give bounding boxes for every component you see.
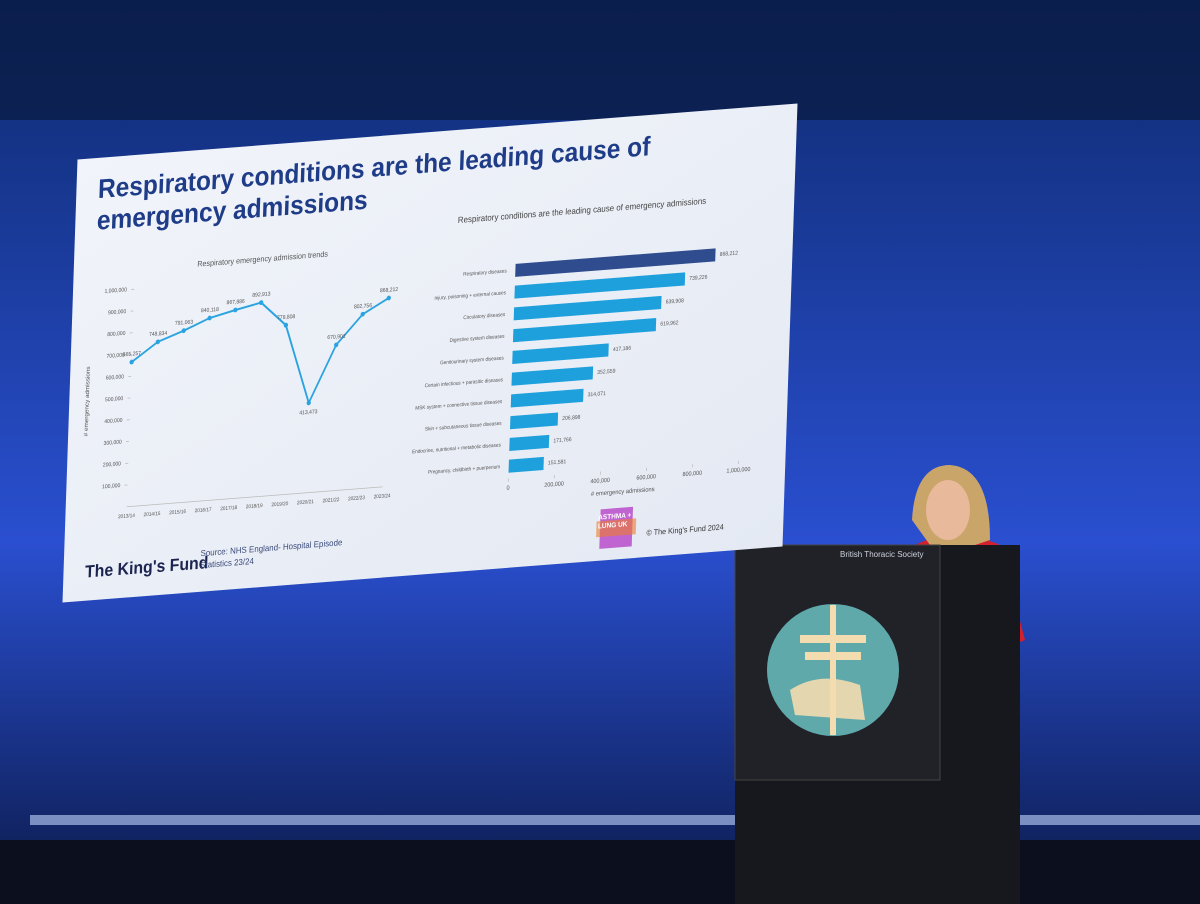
category-label: Circulatory diseases bbox=[463, 312, 506, 322]
partner-logo-mark bbox=[596, 518, 637, 538]
value-label: 779,808 bbox=[277, 314, 295, 322]
category-label: Injury, poisoning + external causes bbox=[434, 290, 506, 302]
point bbox=[360, 311, 365, 317]
partner-logo-box: ASTHMA + LUNG UK bbox=[597, 510, 632, 531]
category-label: Genitourinary system diseases bbox=[440, 355, 504, 366]
x-tick-label: 600,000 bbox=[636, 474, 656, 482]
value-label: 867,886 bbox=[226, 299, 244, 307]
x-tick-label: 2023/24 bbox=[374, 493, 391, 501]
value-label: 151,581 bbox=[548, 459, 566, 467]
y-tick-label: 500,000 bbox=[105, 396, 123, 404]
x-tick-label: 2014/15 bbox=[143, 511, 160, 519]
value-label: 791,063 bbox=[175, 319, 193, 327]
bar bbox=[510, 388, 584, 408]
value-label: 665,257 bbox=[123, 351, 141, 359]
y-tick-label: 600,000 bbox=[106, 374, 124, 382]
value-label: 802,756 bbox=[354, 303, 372, 311]
y-tick-label: 400,000 bbox=[104, 418, 122, 426]
point bbox=[334, 342, 339, 348]
bar bbox=[509, 434, 550, 451]
x-tick-label: 800,000 bbox=[682, 470, 702, 478]
slide-background bbox=[62, 103, 798, 603]
point bbox=[155, 339, 161, 345]
bar bbox=[509, 412, 559, 430]
slide: Respiratory conditions are the leading c… bbox=[62, 103, 798, 603]
bar bbox=[508, 456, 544, 473]
category-label: Respiratory diseases bbox=[463, 268, 507, 278]
x-tick-label: 2013/14 bbox=[118, 513, 135, 521]
value-label: 206,898 bbox=[562, 415, 580, 423]
point bbox=[386, 295, 391, 301]
value-label: 670,901 bbox=[327, 334, 345, 342]
value-label: 639,908 bbox=[666, 298, 684, 306]
partner-logo: ASTHMA + LUNG UK bbox=[597, 510, 632, 531]
point bbox=[258, 300, 264, 305]
x-tick-label: 2016/17 bbox=[195, 507, 212, 515]
x-tick-label: 2022/23 bbox=[348, 495, 365, 503]
value-label: 413,473 bbox=[299, 409, 317, 417]
bar bbox=[513, 295, 662, 321]
bar bbox=[512, 318, 657, 343]
x-tick-label: 1,000,000 bbox=[726, 467, 750, 475]
value-label: 417,186 bbox=[613, 345, 631, 353]
y-tick-label: 1,000,000 bbox=[104, 287, 127, 295]
point bbox=[306, 400, 311, 406]
x-tick-label: 2021/22 bbox=[322, 497, 339, 505]
y-tick-label: 300,000 bbox=[103, 439, 121, 447]
x-axis bbox=[126, 486, 383, 508]
x-tick-label: 2019/20 bbox=[271, 501, 288, 509]
y-tick-label: 800,000 bbox=[107, 331, 125, 339]
point bbox=[129, 359, 134, 365]
bar bbox=[514, 272, 686, 299]
x-tick-label: 200,000 bbox=[544, 481, 564, 489]
value-label: 739,226 bbox=[689, 274, 707, 282]
point bbox=[207, 315, 212, 321]
x-tick-label: 2017/18 bbox=[220, 505, 237, 513]
point bbox=[181, 328, 186, 334]
value-label: 868,212 bbox=[380, 287, 398, 295]
x-axis-label: # emergency admissions bbox=[591, 487, 655, 498]
bar bbox=[515, 248, 716, 277]
bar bbox=[512, 343, 609, 364]
x-tick-label: 2020/21 bbox=[297, 499, 314, 507]
stage-edge bbox=[30, 815, 1200, 825]
podium-label: British Thoracic Society bbox=[840, 550, 923, 559]
category-label: Digestive system diseases bbox=[449, 333, 505, 344]
value-label: 868,212 bbox=[720, 250, 738, 258]
value-label: 171,766 bbox=[553, 437, 571, 445]
x-tick-label: 0 bbox=[506, 485, 509, 491]
y-tick-label: 900,000 bbox=[108, 309, 126, 317]
x-tick-label: 2018/19 bbox=[246, 503, 263, 511]
y-tick-label: 200,000 bbox=[103, 461, 121, 469]
y-axis-label: # emergency admissions bbox=[84, 366, 92, 436]
value-label: 619,962 bbox=[660, 320, 678, 328]
value-label: 748,834 bbox=[149, 331, 167, 339]
value-label: 314,071 bbox=[588, 391, 606, 399]
y-tick-label: 100,000 bbox=[102, 483, 120, 491]
point bbox=[283, 322, 289, 328]
value-label: 840,118 bbox=[201, 307, 219, 315]
x-tick-label: 2015/16 bbox=[169, 509, 186, 517]
ceiling bbox=[0, 0, 1200, 120]
value-label: 892,913 bbox=[252, 291, 270, 299]
y-tick-label: 700,000 bbox=[106, 352, 124, 360]
bar bbox=[511, 366, 594, 386]
x-tick-label: 400,000 bbox=[590, 478, 610, 486]
category-label: Pregnancy, childbirth + puerperium bbox=[428, 464, 500, 476]
point bbox=[233, 307, 238, 313]
value-label: 352,559 bbox=[597, 368, 615, 376]
podium: British Thoracic Society bbox=[734, 544, 1020, 904]
